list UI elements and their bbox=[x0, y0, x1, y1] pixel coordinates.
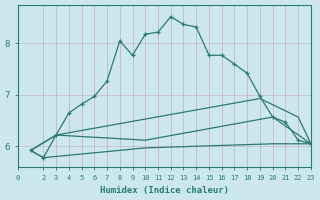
X-axis label: Humidex (Indice chaleur): Humidex (Indice chaleur) bbox=[100, 186, 229, 195]
